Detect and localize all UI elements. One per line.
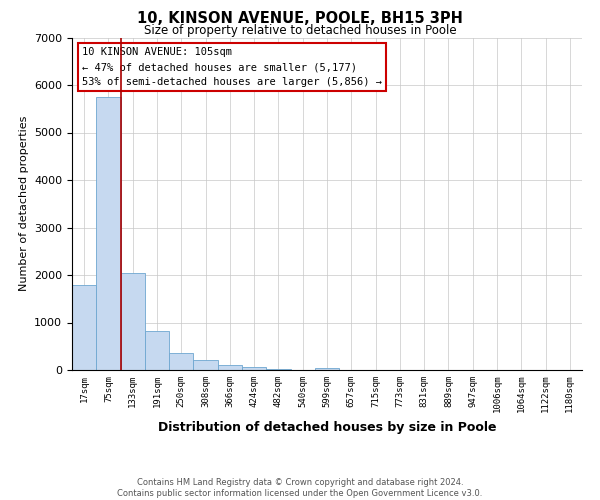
Bar — [121, 272, 145, 370]
Bar — [169, 353, 193, 370]
Text: Contains HM Land Registry data © Crown copyright and database right 2024.
Contai: Contains HM Land Registry data © Crown c… — [118, 478, 482, 498]
Bar — [193, 360, 218, 370]
X-axis label: Distribution of detached houses by size in Poole: Distribution of detached houses by size … — [158, 421, 496, 434]
Bar — [315, 368, 339, 370]
Bar — [96, 97, 121, 370]
Bar — [218, 365, 242, 370]
Bar — [266, 368, 290, 370]
Bar — [242, 368, 266, 370]
Bar — [145, 330, 169, 370]
Text: Size of property relative to detached houses in Poole: Size of property relative to detached ho… — [143, 24, 457, 37]
Text: 10, KINSON AVENUE, POOLE, BH15 3PH: 10, KINSON AVENUE, POOLE, BH15 3PH — [137, 11, 463, 26]
Text: 10 KINSON AVENUE: 105sqm
← 47% of detached houses are smaller (5,177)
53% of sem: 10 KINSON AVENUE: 105sqm ← 47% of detach… — [82, 48, 382, 87]
Bar — [72, 286, 96, 370]
Y-axis label: Number of detached properties: Number of detached properties — [19, 116, 29, 292]
